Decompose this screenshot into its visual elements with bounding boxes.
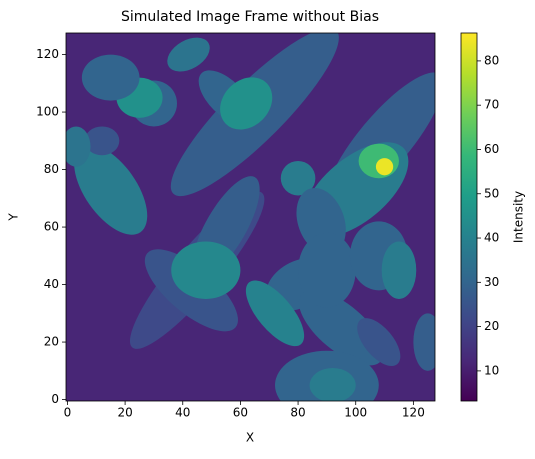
colorbar-tick-label: 20 <box>484 319 499 333</box>
blob <box>381 241 417 299</box>
blob <box>298 289 384 366</box>
blob <box>245 280 305 347</box>
colorbar-tick-label: 10 <box>484 363 499 377</box>
image <box>66 33 435 401</box>
y-tick-label: 40 <box>44 277 59 291</box>
blob <box>375 158 394 176</box>
x-tick-label: 120 <box>402 406 425 420</box>
y-tick-label: 120 <box>36 47 59 61</box>
colorbar-tick-label: 50 <box>484 186 499 200</box>
blob <box>74 144 148 235</box>
y-tick-label: 80 <box>44 162 59 176</box>
colorbar <box>460 32 478 402</box>
colorbar-label: Intensity <box>512 191 526 243</box>
blob <box>357 318 401 367</box>
x-axis-label: X <box>246 431 254 445</box>
x-tick-label: 40 <box>175 406 190 420</box>
plot-frame <box>65 32 436 402</box>
blob <box>413 313 435 371</box>
colorbar-tick-label: 70 <box>484 98 499 112</box>
blob <box>171 241 241 299</box>
x-tick-label: 60 <box>233 406 248 420</box>
blob <box>66 126 91 167</box>
y-tick-label: 0 <box>51 392 59 406</box>
blob <box>81 54 140 101</box>
colorbar-tick-label: 40 <box>484 231 499 245</box>
colorbar-tick-label: 60 <box>484 142 499 156</box>
x-tick-label: 20 <box>117 406 132 420</box>
y-tick-label: 20 <box>44 335 59 349</box>
colorbar-tick-label: 30 <box>484 275 499 289</box>
x-tick-label: 100 <box>344 406 367 420</box>
y-tick-label: 100 <box>36 105 59 119</box>
chart-title: Simulated Image Frame without Bias <box>121 9 379 25</box>
y-tick-label: 60 <box>44 220 59 234</box>
x-tick-label: 0 <box>64 406 72 420</box>
colorbar-tick-label: 80 <box>484 53 499 67</box>
blob <box>84 126 120 156</box>
blob <box>280 160 316 196</box>
blob <box>220 77 273 130</box>
blob <box>309 367 356 401</box>
x-tick-label: 80 <box>290 406 305 420</box>
blob <box>167 37 210 72</box>
y-axis-label: Y <box>7 213 21 222</box>
blob <box>298 232 356 308</box>
